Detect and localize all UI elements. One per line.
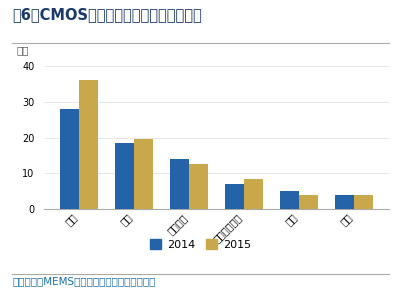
Bar [170, 159, 189, 209]
Bar [335, 195, 354, 209]
Bar [134, 139, 153, 209]
Bar [225, 184, 244, 209]
Text: 亿元: 亿元 [16, 45, 28, 55]
Bar [115, 143, 134, 209]
Bar [189, 164, 208, 209]
Bar [244, 179, 263, 209]
Text: 数据来源：MEMS咨询，广发证券发展研究中心: 数据来源：MEMS咨询，广发证券发展研究中心 [12, 277, 156, 286]
Bar [354, 195, 373, 209]
Text: 图6：CMOS图像传感器主要厂商营业收入: 图6：CMOS图像传感器主要厂商营业收入 [12, 7, 202, 22]
Bar [60, 109, 79, 209]
Bar [299, 195, 318, 209]
Bar [280, 191, 299, 209]
Bar [79, 80, 98, 209]
Legend: 2014, 2015: 2014, 2015 [146, 235, 255, 254]
